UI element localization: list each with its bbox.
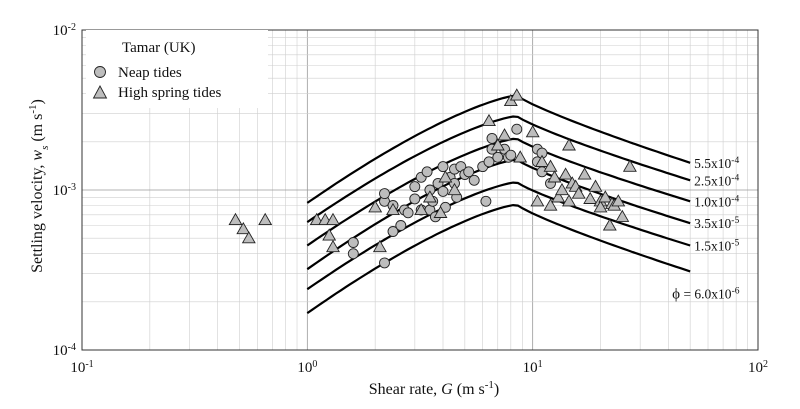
spring-tide-point xyxy=(326,239,340,253)
legend-title: Tamar (UK) xyxy=(122,40,196,56)
spring-tide-point xyxy=(241,231,256,244)
spring-tide-point xyxy=(562,138,576,151)
spring-tide-point xyxy=(571,186,586,199)
x-tick-label: 10-1 xyxy=(70,359,93,377)
spring-tide-point xyxy=(497,128,512,141)
spring-tide-point xyxy=(588,179,603,192)
spring-tide-point xyxy=(513,150,528,163)
spring-tide-point xyxy=(447,182,462,196)
y-tick-label: 10-4 xyxy=(53,342,76,360)
spring-tide-point xyxy=(562,194,576,207)
legend-background xyxy=(86,30,268,108)
neap-tide-point xyxy=(480,195,492,207)
legend-neap-label: Neap tides xyxy=(118,65,182,81)
neap-tide-point xyxy=(409,193,421,205)
spring-tide-point xyxy=(555,182,569,196)
neap-tide-point xyxy=(347,248,359,260)
x-tick-label: 102 xyxy=(748,359,768,377)
spring-tide-point xyxy=(386,202,400,216)
tick-labels: 10-1 100 101 102 10-4 10-3 10-2 xyxy=(53,22,768,377)
spring-tide-point xyxy=(509,88,524,101)
grid xyxy=(82,30,758,350)
spring-tide-point xyxy=(551,190,566,203)
spring-tide-point xyxy=(372,239,387,253)
neap-tide-point xyxy=(486,132,498,144)
spring-tide-point xyxy=(236,221,251,235)
spring-tide-point xyxy=(322,228,337,241)
x-axis-title: Shear rate, G (m s-1) xyxy=(369,379,499,398)
spring-tide-point xyxy=(558,167,573,180)
spring-tide-point xyxy=(414,202,429,216)
neap-tide-point xyxy=(492,151,504,163)
spring-tide-point xyxy=(258,212,273,226)
spring-tide-point xyxy=(422,190,437,203)
phi-curve xyxy=(306,181,691,291)
curve-label: 1.5x10-5 xyxy=(694,238,739,253)
neap-tide-point xyxy=(395,220,407,231)
neap-tide-point xyxy=(505,149,517,161)
neap-tide-point xyxy=(437,185,449,197)
model-curves xyxy=(306,94,691,315)
spring-tide-point xyxy=(622,159,637,172)
phi-curve xyxy=(306,158,691,271)
spring-tide-point xyxy=(583,191,598,204)
spring-tide-point xyxy=(530,194,545,207)
spring-tide-point xyxy=(543,198,558,211)
spring-tide-point xyxy=(598,190,613,203)
legend-spring-marker xyxy=(92,85,108,99)
spring-tide-point xyxy=(611,194,626,207)
curve-label: 5.5x10-4 xyxy=(694,156,739,171)
neap-tide-point xyxy=(421,166,433,178)
spring-tide-point xyxy=(593,200,608,213)
y-tick-label: 10-3 xyxy=(53,182,76,200)
spring-tide-point xyxy=(543,159,558,172)
data-series xyxy=(228,88,637,269)
spring-tide-point xyxy=(326,212,340,226)
curve-label: 2.5x10-4 xyxy=(694,173,739,188)
phi-curve xyxy=(306,94,691,204)
neap-tide-point xyxy=(483,156,495,168)
legend: Tamar (UK) Neap tides High spring tides xyxy=(86,30,268,108)
neap-tide-point xyxy=(379,257,390,269)
neap-tide-point xyxy=(379,188,390,200)
spring-tide-point xyxy=(433,205,448,218)
spring-tide-point xyxy=(547,170,562,183)
legend-spring-label: High spring tides xyxy=(118,85,221,101)
legend-neap-marker xyxy=(94,66,106,78)
spring-tide-point xyxy=(525,124,540,138)
spring-tide-point xyxy=(309,212,324,226)
spring-tide-point xyxy=(602,218,617,231)
neap-tide-point xyxy=(437,161,449,173)
x-tick-label: 101 xyxy=(523,359,543,377)
x-tick-label: 100 xyxy=(297,359,317,377)
plot-frame xyxy=(81,29,759,351)
curve-labels: 5.5x10-4 2.5x10-4 1.0x10-4 3.5x10-5 1.5x10-5… xyxy=(672,156,740,303)
neap-tide-point xyxy=(511,123,523,135)
spring-tide-point xyxy=(482,113,496,127)
neap-tide-point xyxy=(347,237,359,248)
spring-tide-point xyxy=(368,200,383,213)
spring-tide-point xyxy=(535,154,549,167)
spring-tide-point xyxy=(615,209,630,222)
curve-label: ϕ = 6.0x10-6 xyxy=(672,286,740,302)
y-axis-title: Settling velocity, ws (m s-1) xyxy=(27,99,51,273)
neap-tide-point xyxy=(409,181,421,193)
neap-tide-point xyxy=(387,226,399,237)
spring-tide-point xyxy=(577,167,592,180)
neap-tide-point xyxy=(402,207,414,219)
spring-tide-point xyxy=(490,138,505,151)
neap-tide-point xyxy=(468,174,480,186)
phi-curve xyxy=(306,115,691,224)
phi-curve xyxy=(306,203,691,315)
spring-tide-point xyxy=(228,212,243,226)
spring-tide-point xyxy=(438,170,453,183)
curve-label: 3.5x10-5 xyxy=(694,216,739,231)
neap-tide-point xyxy=(463,166,475,178)
curve-label: 1.0x10-4 xyxy=(694,194,739,209)
y-tick-label: 10-2 xyxy=(53,22,76,40)
